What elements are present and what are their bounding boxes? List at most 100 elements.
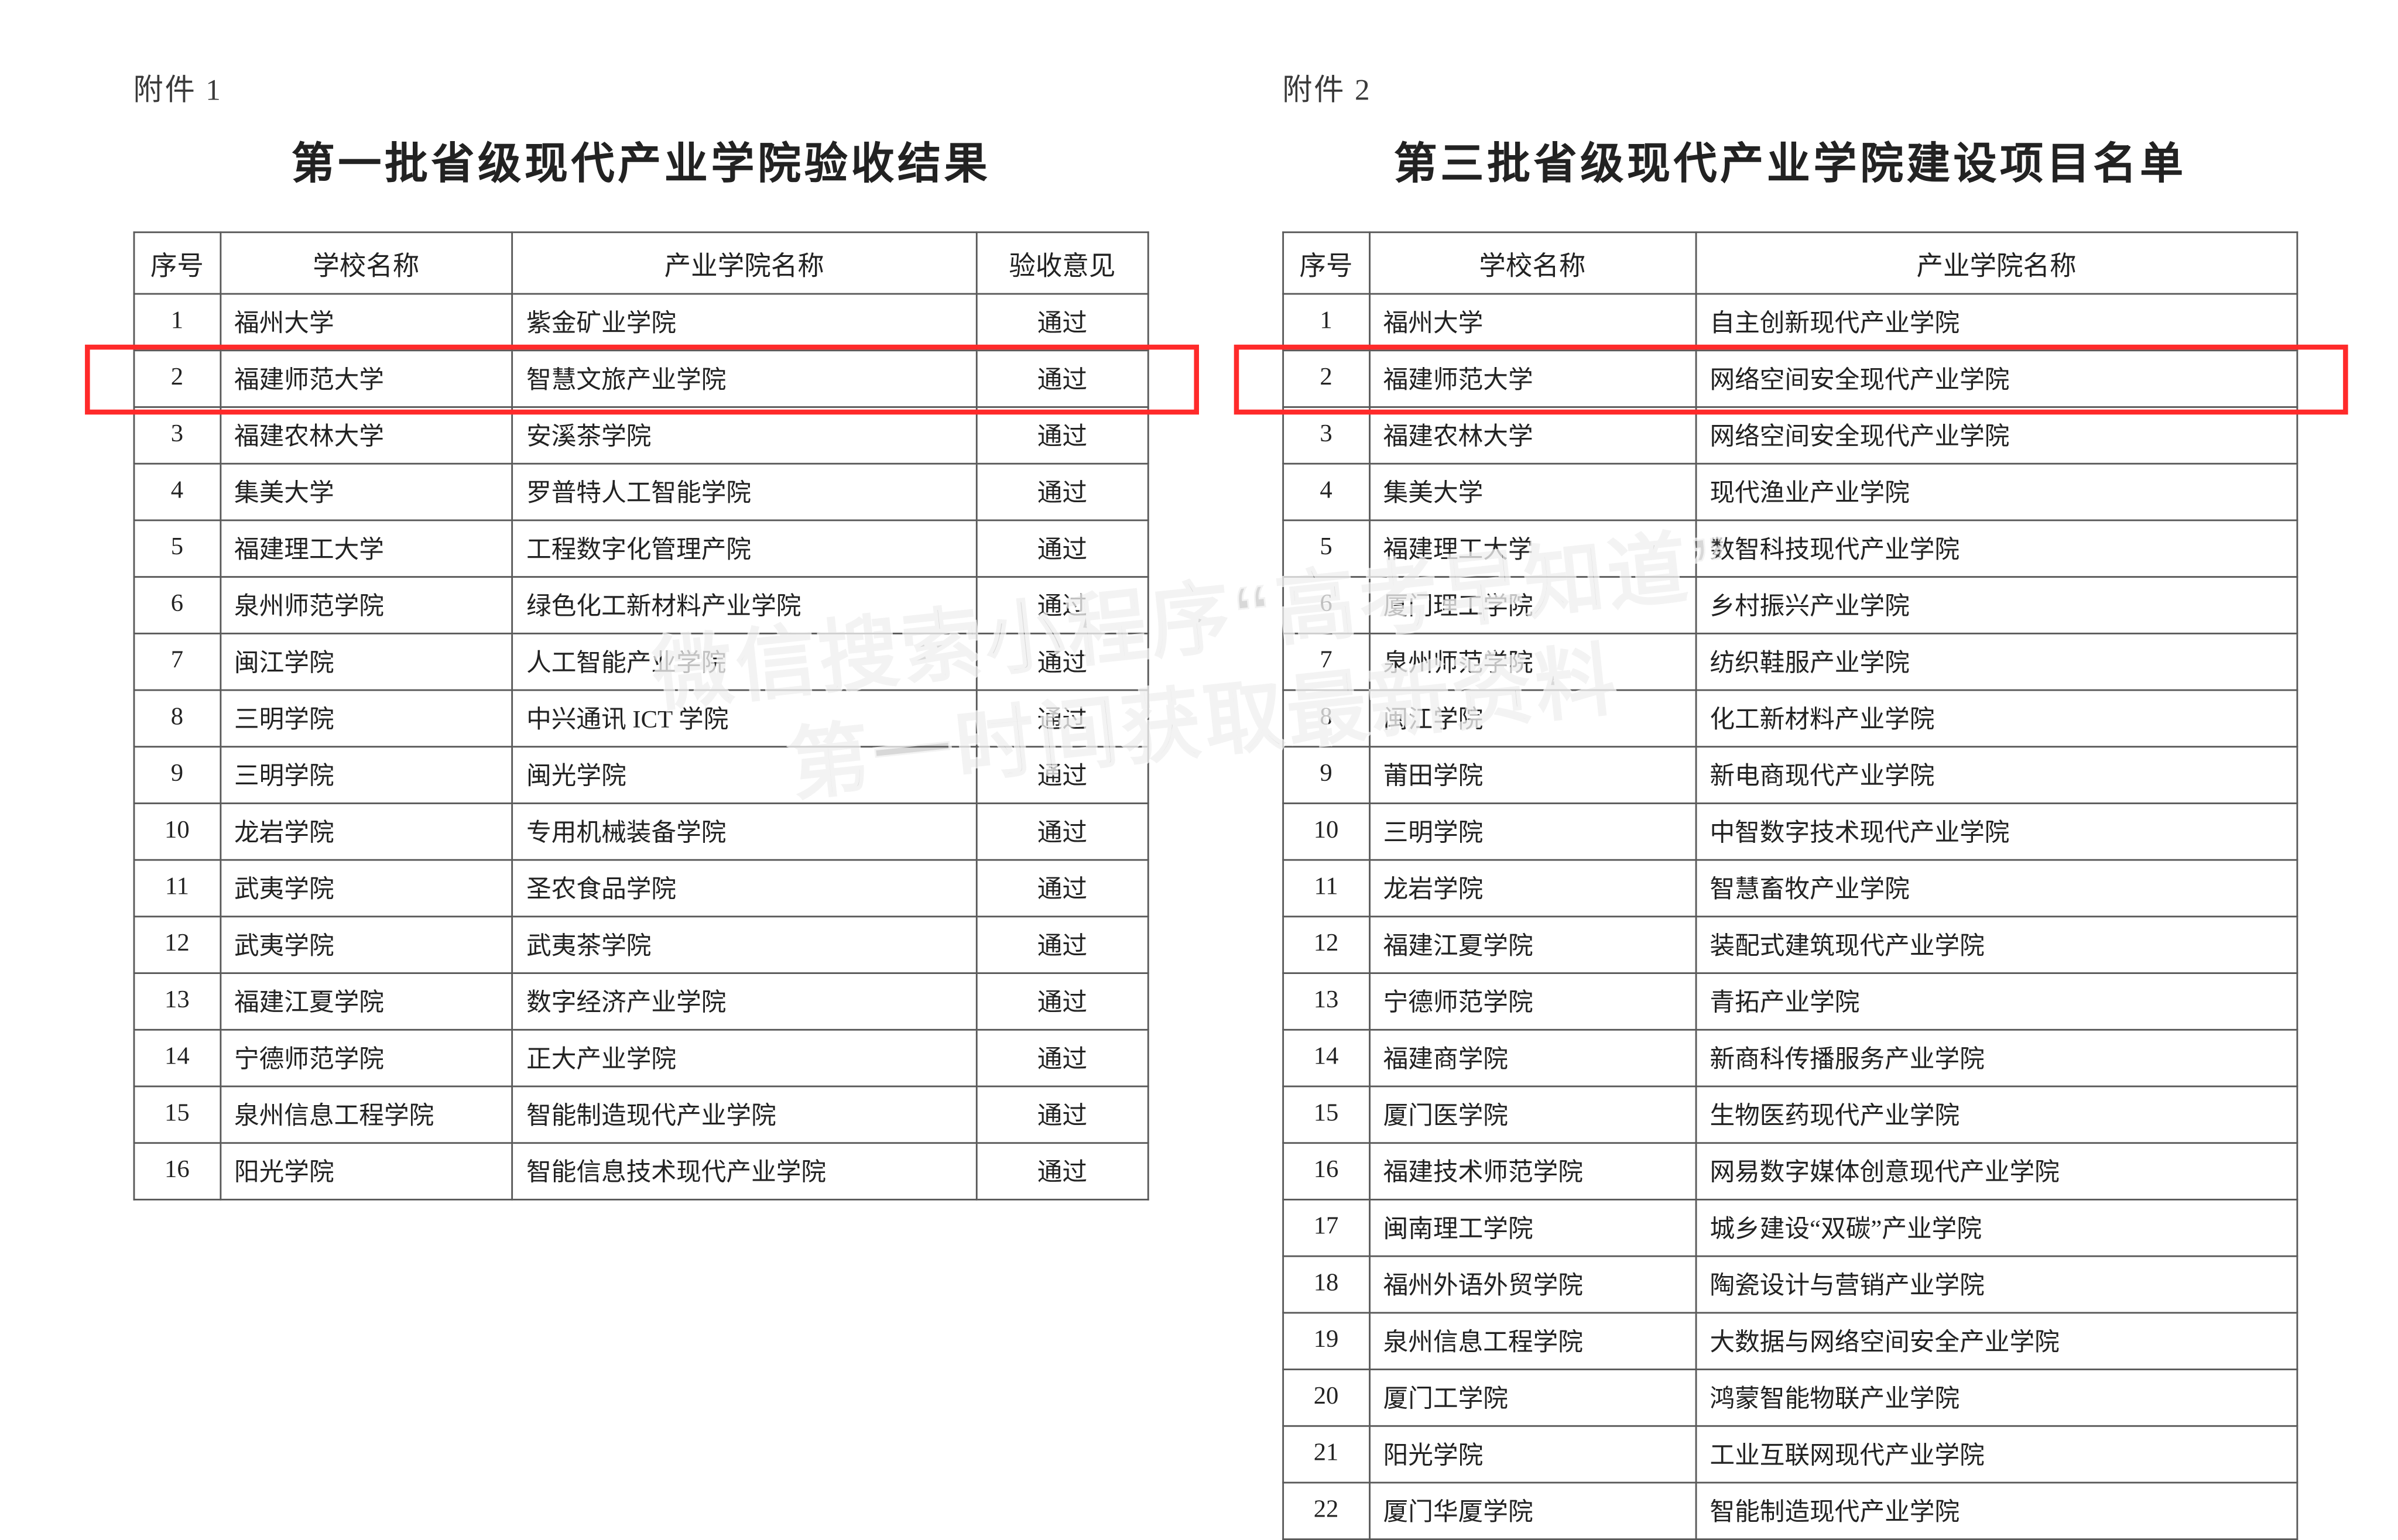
table-cell: 纺织鞋服产业学院	[1695, 633, 2297, 690]
table-cell: 数智科技现代产业学院	[1695, 520, 2297, 577]
table-row: 7泉州师范学院纺织鞋服产业学院	[1283, 633, 2297, 690]
table-cell: 1	[134, 294, 220, 351]
table-cell: 安溪茶学院	[512, 407, 977, 464]
table-row: 1福州大学紫金矿业学院通过	[134, 294, 1148, 351]
table-cell: 鸿蒙智能物联产业学院	[1695, 1370, 2297, 1426]
table-cell: 福建理工大学	[220, 520, 512, 577]
table-cell: 9	[134, 747, 220, 804]
table-cell: 通过	[977, 860, 1149, 917]
table-row: 4集美大学现代渔业产业学院	[1283, 464, 2297, 520]
table-cell: 通过	[977, 577, 1149, 634]
table-cell: 武夷学院	[220, 917, 512, 973]
th-opinion: 验收意见	[977, 232, 1149, 294]
table-row: 3福建农林大学安溪茶学院通过	[134, 407, 1148, 464]
table-cell: 福建农林大学	[1369, 407, 1695, 464]
table-cell: 2	[1283, 351, 1369, 407]
th-school: 学校名称	[220, 232, 512, 294]
table-row: 15泉州信息工程学院智能制造现代产业学院通过	[134, 1086, 1148, 1143]
table-cell: 福建师范大学	[1369, 351, 1695, 407]
table-cell: 通过	[977, 351, 1149, 407]
table-cell: 7	[1283, 633, 1369, 690]
table-cell: 阳光学院	[220, 1143, 512, 1200]
table-row: 17闽南理工学院城乡建设“双碳”产业学院	[1283, 1199, 2297, 1256]
table-cell: 3	[1283, 407, 1369, 464]
table-cell: 3	[134, 407, 220, 464]
table-row: 18福州外语外贸学院陶瓷设计与营销产业学院	[1283, 1256, 2297, 1313]
table-cell: 通过	[977, 973, 1149, 1030]
table-row: 2福建师范大学网络空间安全现代产业学院	[1283, 351, 2297, 407]
table-row: 6泉州师范学院绿色化工新材料产业学院通过	[134, 577, 1148, 634]
table-cell: 福州大学	[220, 294, 512, 351]
table-cell: 福建江夏学院	[1369, 917, 1695, 973]
table-cell: 现代渔业产业学院	[1695, 464, 2297, 520]
table-cell: 宁德师范学院	[220, 1030, 512, 1086]
table-cell: 智能制造现代产业学院	[1695, 1483, 2297, 1539]
table-cell: 20	[1283, 1370, 1369, 1426]
table-row: 8三明学院中兴通讯 ICT 学院通过	[134, 690, 1148, 747]
table-cell: 化工新材料产业学院	[1695, 690, 2297, 747]
table-cell: 陶瓷设计与营销产业学院	[1695, 1256, 2297, 1313]
table-header-row: 序号 学校名称 产业学院名称	[1283, 232, 2297, 294]
table-cell: 紫金矿业学院	[512, 294, 977, 351]
table-cell: 工业互联网现代产业学院	[1695, 1426, 2297, 1483]
title-right: 第三批省级现代产业学院建设项目名单	[1282, 130, 2298, 191]
table-cell: 工程数字化管理产院	[512, 520, 977, 577]
table-cell: 通过	[977, 633, 1149, 690]
table-cell: 22	[1283, 1483, 1369, 1539]
table-cell: 网易数字媒体创意现代产业学院	[1695, 1143, 2297, 1200]
table-cell: 16	[134, 1143, 220, 1200]
th-college: 产业学院名称	[1695, 232, 2297, 294]
table-cell: 网络空间安全现代产业学院	[1695, 407, 2297, 464]
table-cell: 乡村振兴产业学院	[1695, 577, 2297, 634]
table-row: 16福建技术师范学院网易数字媒体创意现代产业学院	[1283, 1143, 2297, 1200]
table-row: 7闽江学院人工智能产业学院通过	[134, 633, 1148, 690]
table-row: 12福建江夏学院装配式建筑现代产业学院	[1283, 917, 2297, 973]
table-cell: 4	[134, 464, 220, 520]
table-cell: 绿色化工新材料产业学院	[512, 577, 977, 634]
table-row: 20厦门工学院鸿蒙智能物联产业学院	[1283, 1370, 2297, 1426]
table-row: 10三明学院中智数字技术现代产业学院	[1283, 803, 2297, 860]
table-row: 9莆田学院新电商现代产业学院	[1283, 747, 2297, 804]
table-cell: 1	[1283, 294, 1369, 351]
table-cell: 福建师范大学	[220, 351, 512, 407]
table1-wrap: 序号 学校名称 产业学院名称 验收意见 1福州大学紫金矿业学院通过2福建师范大学…	[133, 231, 1149, 1200]
table-cell: 15	[1283, 1086, 1369, 1143]
table-cell: 通过	[977, 917, 1149, 973]
table-row: 19泉州信息工程学院大数据与网络空间安全产业学院	[1283, 1313, 2297, 1370]
table-cell: 11	[1283, 860, 1369, 917]
table-cell: 福建商学院	[1369, 1030, 1695, 1086]
table-cell: 6	[1283, 577, 1369, 634]
table-cell: 闽南理工学院	[1369, 1199, 1695, 1256]
table-cell: 10	[1283, 803, 1369, 860]
table-row: 21阳光学院工业互联网现代产业学院	[1283, 1426, 2297, 1483]
table-cell: 大数据与网络空间安全产业学院	[1695, 1313, 2297, 1370]
table-row: 22厦门华厦学院智能制造现代产业学院	[1283, 1483, 2297, 1539]
table-row: 10龙岩学院专用机械装备学院通过	[134, 803, 1148, 860]
table-cell: 中智数字技术现代产业学院	[1695, 803, 2297, 860]
table-cell: 泉州信息工程学院	[1369, 1313, 1695, 1370]
table-cell: 新商科传播服务产业学院	[1695, 1030, 2297, 1086]
table-cell: 智能制造现代产业学院	[512, 1086, 977, 1143]
table-cell: 智慧文旅产业学院	[512, 351, 977, 407]
table-cell: 武夷学院	[220, 860, 512, 917]
table-cell: 龙岩学院	[220, 803, 512, 860]
table-cell: 通过	[977, 464, 1149, 520]
table-cell: 专用机械装备学院	[512, 803, 977, 860]
table-cell: 罗普特人工智能学院	[512, 464, 977, 520]
table-cell: 通过	[977, 407, 1149, 464]
table-cell: 闽光学院	[512, 747, 977, 804]
table-cell: 通过	[977, 747, 1149, 804]
table-cell: 新电商现代产业学院	[1695, 747, 2297, 804]
table-cell: 集美大学	[220, 464, 512, 520]
table-row: 4集美大学罗普特人工智能学院通过	[134, 464, 1148, 520]
table-cell: 福建理工大学	[1369, 520, 1695, 577]
table-cell: 2	[134, 351, 220, 407]
table-cell: 21	[1283, 1426, 1369, 1483]
table-cell: 通过	[977, 1086, 1149, 1143]
table-cell: 泉州信息工程学院	[220, 1086, 512, 1143]
table-row: 13宁德师范学院青拓产业学院	[1283, 973, 2297, 1030]
table-cell: 13	[1283, 973, 1369, 1030]
table-cell: 泉州师范学院	[1369, 633, 1695, 690]
table-left: 序号 学校名称 产业学院名称 验收意见 1福州大学紫金矿业学院通过2福建师范大学…	[133, 231, 1149, 1200]
left-panel: 附件 1 第一批省级现代产业学院验收结果 序号 学校名称 产业学院名称 验收意见…	[0, 0, 1215, 1349]
